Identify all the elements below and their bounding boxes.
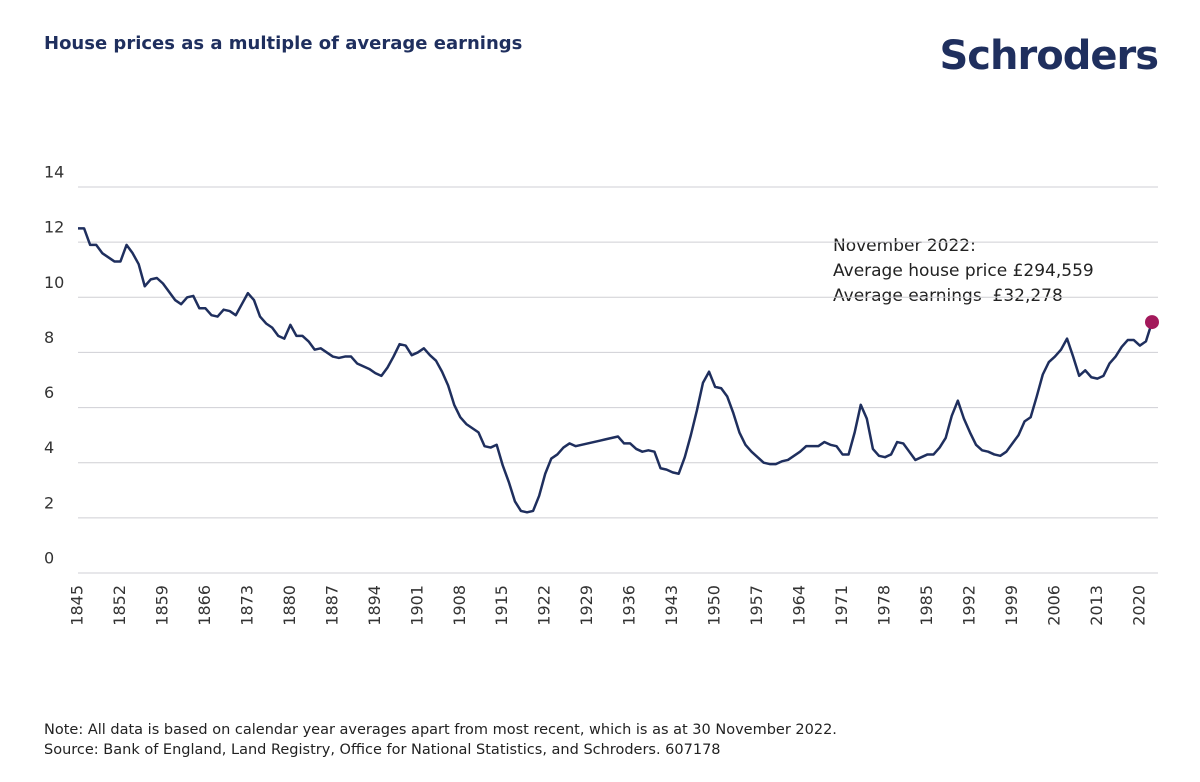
x-tick-label: 1845 xyxy=(68,585,87,626)
annotation: November 2022: Average house price £294,… xyxy=(833,236,1094,306)
x-tick-label: 1852 xyxy=(110,585,129,626)
x-tick-label: 1936 xyxy=(620,585,639,626)
annotation-line: Average earnings £32,278 xyxy=(833,286,1063,306)
x-tick-label: 1964 xyxy=(790,585,809,626)
x-tick-label: 1985 xyxy=(917,585,936,626)
y-tick-label: 12 xyxy=(44,218,64,237)
footnote: Source: Bank of England, Land Registry, … xyxy=(44,742,721,758)
x-tick-label: 1908 xyxy=(450,585,469,626)
y-tick-label: 6 xyxy=(44,383,54,402)
x-tick-label: 1929 xyxy=(577,585,596,626)
x-tick-label: 2006 xyxy=(1044,585,1063,626)
x-tick-label: 1978 xyxy=(875,585,894,626)
chart-title: House prices as a multiple of average ea… xyxy=(44,33,522,54)
x-tick-label: 1873 xyxy=(237,585,256,626)
x-tick-label: 1901 xyxy=(407,585,426,626)
footnote: Note: All data is based on calendar year… xyxy=(44,722,837,738)
x-tick-label: 1880 xyxy=(280,585,299,626)
x-tick-label: 1887 xyxy=(322,585,341,626)
logo: Schroders xyxy=(940,33,1159,79)
x-tick-label: 2020 xyxy=(1129,585,1148,626)
data-line xyxy=(78,227,1154,514)
y-tick-label: 2 xyxy=(44,493,54,512)
x-tick-label: 1922 xyxy=(535,585,554,626)
y-tick-label: 8 xyxy=(44,328,54,347)
x-tick-label: 1950 xyxy=(705,585,724,626)
x-tick-label: 1859 xyxy=(152,585,171,626)
x-tick-label: 1992 xyxy=(959,585,978,626)
y-tick-label: 0 xyxy=(44,549,54,568)
x-tick-label: 1943 xyxy=(662,585,681,626)
x-tick-label: 2013 xyxy=(1087,585,1106,626)
annotation-line: November 2022: xyxy=(833,236,976,256)
y-tick-label: 4 xyxy=(44,438,54,457)
x-tick-label: 1915 xyxy=(492,585,511,626)
annotation-line: Average house price £294,559 xyxy=(833,261,1094,281)
x-tick-label: 1999 xyxy=(1002,585,1021,626)
x-tick-label: 1866 xyxy=(195,585,214,626)
x-tick-label: 1957 xyxy=(747,585,766,626)
x-tick-label: 1971 xyxy=(832,585,851,626)
y-tick-label: 10 xyxy=(44,273,64,292)
y-tick-label: 14 xyxy=(44,163,64,182)
highlight-point xyxy=(1145,315,1159,330)
x-tick-label: 1894 xyxy=(365,585,384,626)
